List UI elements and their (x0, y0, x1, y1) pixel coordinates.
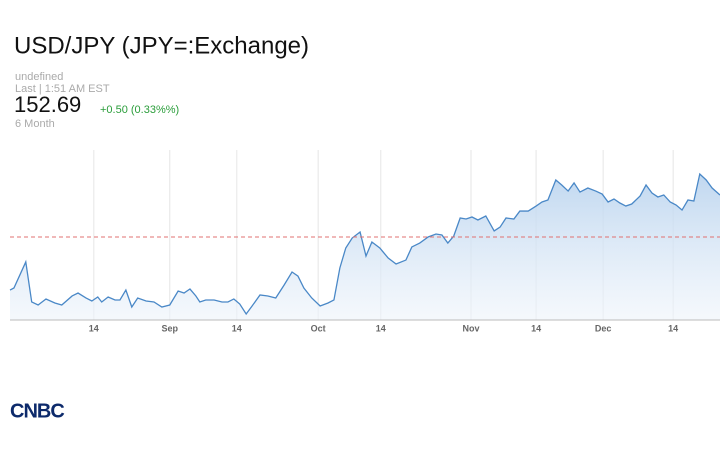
x-tick-label: 14 (376, 323, 386, 333)
title: USD/JPY (JPY=:Exchange) (14, 32, 309, 59)
source: undefined (15, 71, 63, 83)
x-tick-label: Oct (311, 323, 326, 333)
change: +0.50 (0.33%%) (100, 104, 179, 116)
area (10, 174, 720, 320)
x-tick-label: Sep (161, 323, 178, 333)
line (9, 172, 720, 316)
x-tick-label: 14 (531, 323, 541, 333)
range: 6 Month (15, 118, 55, 130)
x-tick-label: 14 (668, 323, 678, 333)
price: 152.69 (14, 92, 81, 117)
plot: 14 Sep 14 Oct 14 Nov 14 Dec 14 (9, 150, 720, 333)
x-tick-label: Nov (462, 323, 479, 333)
x-tick-label: 14 (89, 323, 99, 333)
x-tick-label: 14 (232, 323, 242, 333)
logo: CNBC (10, 400, 64, 422)
status: Last | 1:51 AM EST (15, 83, 110, 95)
x-tick-label: Dec (595, 323, 612, 333)
